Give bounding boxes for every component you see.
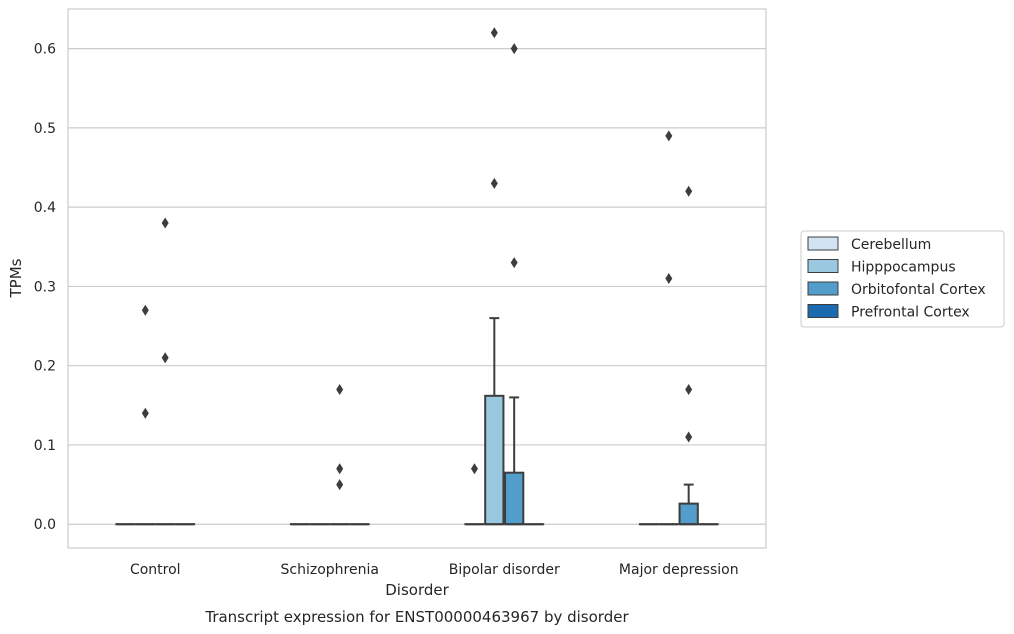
y-tick-label: 0.4 — [34, 200, 56, 216]
outlier-point — [490, 27, 498, 39]
x-tick-label: Control — [130, 562, 181, 578]
outlier-point — [665, 130, 673, 142]
outlier-point — [490, 177, 498, 189]
outlier-point — [336, 383, 344, 395]
legend: Cerebellum Hipppocampus Orbitofontal Corte… — [800, 230, 1005, 328]
series-hipppocampus — [135, 27, 679, 526]
outlier-point — [685, 383, 693, 395]
legend-label: Prefrontal Cortex — [851, 305, 970, 321]
box-mark — [464, 463, 485, 526]
x-axis-label: Disorder — [385, 581, 449, 599]
y-tick-label: 0.0 — [34, 517, 56, 533]
series-orbitofontal-cortex — [155, 43, 699, 526]
legend-swatch — [807, 304, 839, 318]
outlier-point — [336, 479, 344, 491]
x-axis-ticks: Control Schizophrenia Bipolar disorder Majo… — [130, 562, 739, 578]
plot-area-frame — [67, 8, 767, 549]
box-mark — [658, 130, 679, 526]
y-tick-label: 0.6 — [34, 42, 56, 58]
outlier-point — [470, 463, 478, 475]
outlier-point — [336, 463, 344, 475]
y-axis-ticks: 0.0 0.1 0.2 0.3 0.4 0.5 0.6 — [34, 42, 56, 534]
y-tick-label: 0.5 — [34, 121, 56, 137]
box-mark — [678, 185, 699, 526]
box-mark — [504, 43, 525, 526]
outlier-point — [665, 273, 673, 284]
legend-swatch — [807, 259, 839, 273]
outlier-point — [161, 352, 169, 364]
box-rect — [504, 471, 525, 526]
y-tick-label: 0.2 — [34, 359, 56, 375]
legend-swatch — [807, 236, 839, 251]
legend-label: Cerebellum — [851, 237, 931, 253]
legend-swatch — [807, 281, 839, 296]
grid-lines — [68, 48, 766, 525]
box-mark — [135, 304, 156, 526]
x-tick-label: Major depression — [619, 562, 739, 578]
box-mark — [484, 27, 505, 526]
x-tick-label: Schizophrenia — [281, 562, 379, 578]
outlier-point — [161, 217, 169, 229]
box-rect — [484, 394, 505, 526]
outlier-point — [510, 257, 518, 269]
y-tick-label: 0.1 — [34, 438, 56, 454]
outlier-point — [510, 43, 518, 55]
legend-label: Hipppocampus — [851, 260, 956, 276]
y-axis-label: TPMs — [7, 258, 25, 298]
box-mark — [329, 383, 350, 526]
figure-caption: Transcript expression for ENST0000046396… — [204, 608, 629, 626]
box-series-layer — [115, 27, 719, 526]
y-tick-label: 0.3 — [34, 279, 56, 295]
box-mark — [155, 217, 176, 526]
outlier-point — [141, 407, 149, 419]
legend-label: Orbitofontal Cortex — [851, 282, 986, 298]
x-tick-label: Bipolar disorder — [449, 562, 560, 578]
outlier-point — [685, 185, 693, 197]
box-rect — [678, 502, 699, 526]
outlier-point — [685, 431, 693, 443]
outlier-point — [141, 304, 149, 316]
series-cerebellum — [115, 463, 660, 526]
legend-frame — [800, 230, 1005, 328]
